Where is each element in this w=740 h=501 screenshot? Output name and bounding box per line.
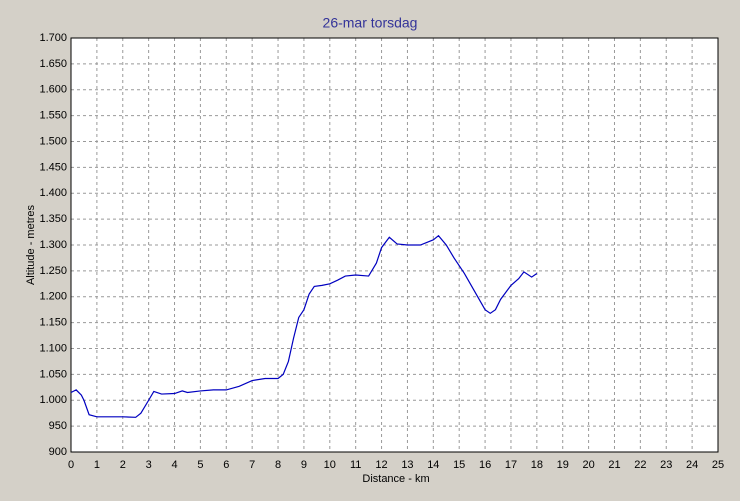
x-tick-label: 3 (146, 459, 152, 471)
y-tick-label: 1.400 (39, 187, 67, 199)
plot-border (70, 37, 719, 453)
x-tick-label: 25 (712, 459, 724, 471)
y-tick-label: 1.450 (39, 161, 67, 173)
y-tick-label: 1.050 (39, 368, 67, 380)
y-tick-label: 1.350 (39, 213, 67, 225)
y-tick-label: 1.000 (39, 394, 67, 406)
y-tick-label: 1.600 (39, 84, 67, 96)
x-tick-label: 24 (686, 459, 698, 471)
x-tick-label: 15 (453, 459, 465, 471)
y-tick-label: 1.650 (39, 58, 67, 70)
y-axis-label: Altitude - metres (25, 204, 37, 285)
x-tick-label: 6 (223, 459, 229, 471)
x-tick-label: 14 (427, 459, 439, 471)
x-tick-label: 7 (249, 459, 255, 471)
x-tick-label: 21 (608, 459, 620, 471)
x-tick-label: 20 (582, 459, 594, 471)
y-tick-label: 1.100 (39, 342, 67, 354)
y-tick-label: 1.300 (39, 239, 67, 251)
x-tick-label: 16 (479, 459, 491, 471)
x-axis-label: Distance - km (362, 473, 429, 485)
x-tick-label: 22 (634, 459, 646, 471)
plot-area (70, 37, 719, 453)
x-tick-label: 9 (301, 459, 307, 471)
x-tick-label: 17 (505, 459, 517, 471)
x-tick-label: 5 (197, 459, 203, 471)
x-tick-label: 13 (401, 459, 413, 471)
x-tick-label: 11 (350, 459, 361, 471)
y-tick-label: 1.200 (39, 291, 67, 303)
y-tick-label: 900 (49, 446, 67, 458)
x-tick-label: 10 (324, 459, 336, 471)
x-tick-label: 19 (557, 459, 569, 471)
y-tick-label: 950 (49, 420, 67, 432)
x-tick-label: 12 (375, 459, 387, 471)
x-tick-label: 23 (660, 459, 672, 471)
x-tick-label: 18 (531, 459, 543, 471)
x-tick-label: 2 (120, 459, 126, 471)
y-tick-label: 1.250 (39, 265, 67, 277)
y-tick-label: 1.150 (39, 317, 67, 329)
x-tick-label: 4 (171, 459, 177, 471)
x-tick-label: 0 (68, 459, 74, 471)
chart-title: 26-mar torsdag (323, 15, 418, 31)
line (70, 234, 538, 418)
y-tick-label: 1.500 (39, 135, 67, 147)
y-tick-label: 1.700 (39, 32, 67, 44)
y-tick-label: 1.550 (39, 110, 67, 122)
x-tick-label: 1 (94, 459, 100, 471)
x-tick-label: 8 (275, 459, 281, 471)
